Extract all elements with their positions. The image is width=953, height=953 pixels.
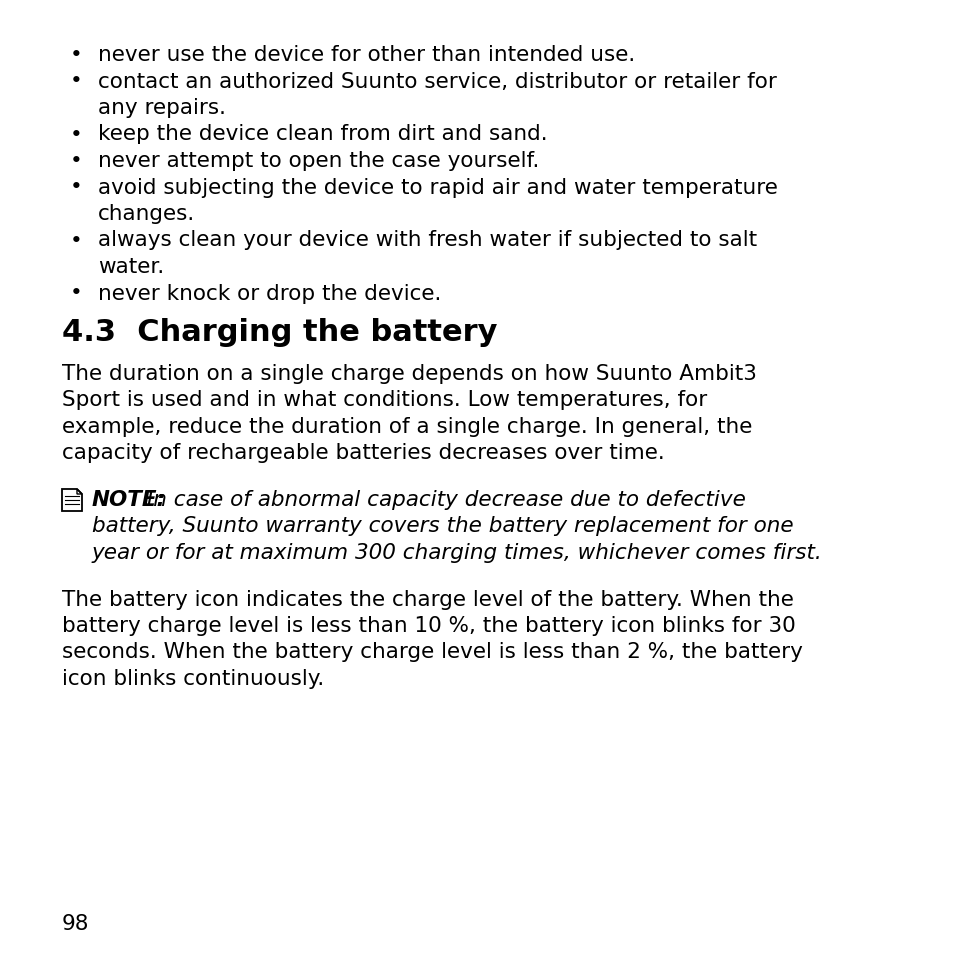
Text: seconds. When the battery charge level is less than 2 %, the battery: seconds. When the battery charge level i…: [62, 641, 802, 661]
Text: never use the device for other than intended use.: never use the device for other than inte…: [98, 45, 635, 65]
Text: battery, Suunto warranty covers the battery replacement for one: battery, Suunto warranty covers the batt…: [91, 516, 793, 536]
Text: NOTE:: NOTE:: [91, 490, 166, 510]
Text: Sport is used and in what conditions. Low temperatures, for: Sport is used and in what conditions. Lo…: [62, 390, 706, 410]
Text: •: •: [70, 151, 82, 171]
Text: The duration on a single charge depends on how Suunto Ambit3: The duration on a single charge depends …: [62, 364, 756, 384]
Text: always clean your device with fresh water if subjected to salt: always clean your device with fresh wate…: [98, 231, 757, 251]
Text: capacity of rechargeable batteries decreases over time.: capacity of rechargeable batteries decre…: [62, 443, 664, 463]
Text: •: •: [70, 125, 82, 144]
Text: •: •: [70, 45, 82, 65]
Text: •: •: [70, 231, 82, 251]
Text: any repairs.: any repairs.: [98, 98, 226, 118]
Text: •: •: [70, 177, 82, 197]
Text: year or for at maximum 300 charging times, whichever comes first.: year or for at maximum 300 charging time…: [91, 542, 821, 562]
Text: water.: water.: [98, 256, 164, 276]
Text: icon blinks continuously.: icon blinks continuously.: [62, 668, 324, 688]
Text: avoid subjecting the device to rapid air and water temperature: avoid subjecting the device to rapid air…: [98, 177, 777, 197]
Text: In case of abnormal capacity decrease due to defective: In case of abnormal capacity decrease du…: [140, 490, 745, 510]
Text: The battery icon indicates the charge level of the battery. When the: The battery icon indicates the charge le…: [62, 589, 793, 609]
Text: changes.: changes.: [98, 204, 195, 224]
Text: never attempt to open the case yourself.: never attempt to open the case yourself.: [98, 151, 538, 171]
Text: 98: 98: [62, 913, 90, 933]
Text: example, reduce the duration of a single charge. In general, the: example, reduce the duration of a single…: [62, 416, 752, 436]
Text: •: •: [70, 283, 82, 303]
Text: battery charge level is less than 10 %, the battery icon blinks for 30: battery charge level is less than 10 %, …: [62, 616, 795, 636]
Text: keep the device clean from dirt and sand.: keep the device clean from dirt and sand…: [98, 125, 547, 144]
Text: •: •: [70, 71, 82, 91]
Text: contact an authorized Suunto service, distributor or retailer for: contact an authorized Suunto service, di…: [98, 71, 776, 91]
Text: 4.3  Charging the battery: 4.3 Charging the battery: [62, 317, 497, 347]
Text: never knock or drop the device.: never knock or drop the device.: [98, 283, 441, 303]
